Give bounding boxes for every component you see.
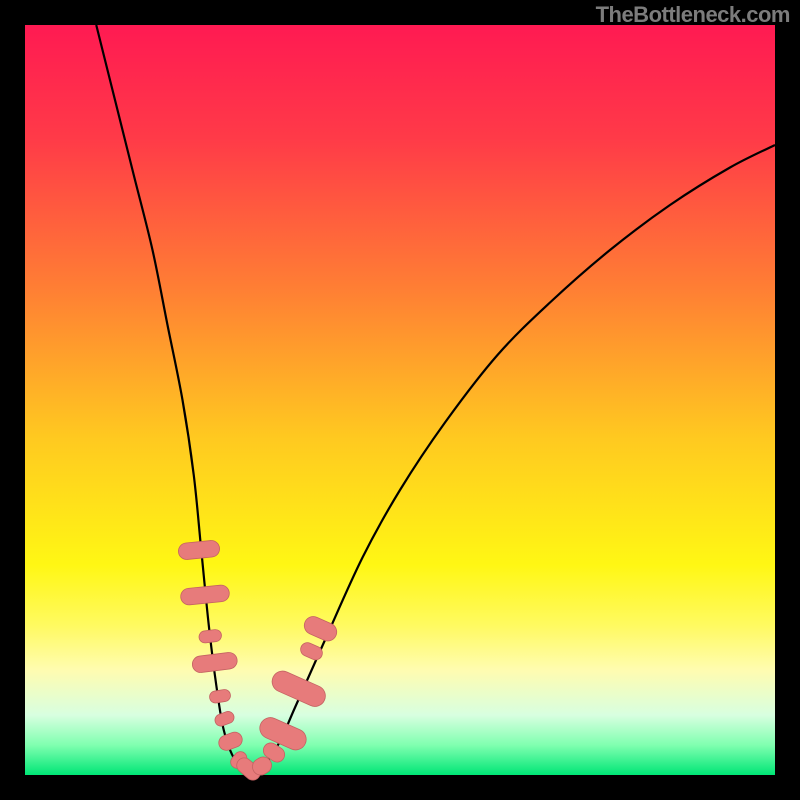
plot-background bbox=[25, 25, 775, 775]
watermark-label: TheBottleneck.com bbox=[596, 2, 790, 28]
bottleneck-chart bbox=[0, 0, 800, 800]
chart-container: TheBottleneck.com bbox=[0, 0, 800, 800]
